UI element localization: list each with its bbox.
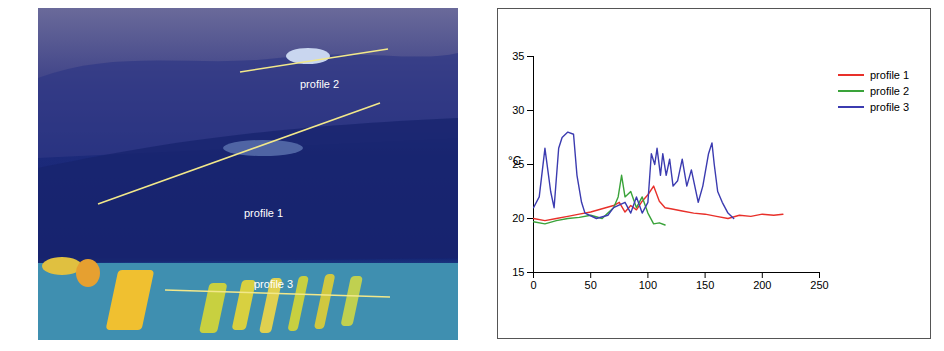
svg-text:profile 1: profile 1: [244, 207, 283, 219]
svg-text:30: 30: [512, 104, 524, 116]
svg-text:50: 50: [585, 279, 597, 291]
svg-text:250: 250: [810, 279, 828, 291]
svg-text:100: 100: [639, 279, 657, 291]
svg-text:profile 2: profile 2: [300, 78, 339, 90]
html-text:profile 2: profile 2: [870, 85, 910, 97]
html-text:profile 1: profile 1: [870, 69, 910, 81]
html-text:profile 3: profile 3: [870, 101, 910, 113]
svg-text:15: 15: [512, 266, 524, 278]
svg-text:profile 3: profile 3: [254, 278, 293, 290]
svg-text:200: 200: [753, 279, 771, 291]
svg-text:20: 20: [512, 212, 524, 224]
svg-text:35: 35: [512, 50, 524, 62]
html-text:°C: °C: [508, 154, 522, 168]
svg-text:0: 0: [530, 279, 536, 291]
svg-text:150: 150: [696, 279, 714, 291]
